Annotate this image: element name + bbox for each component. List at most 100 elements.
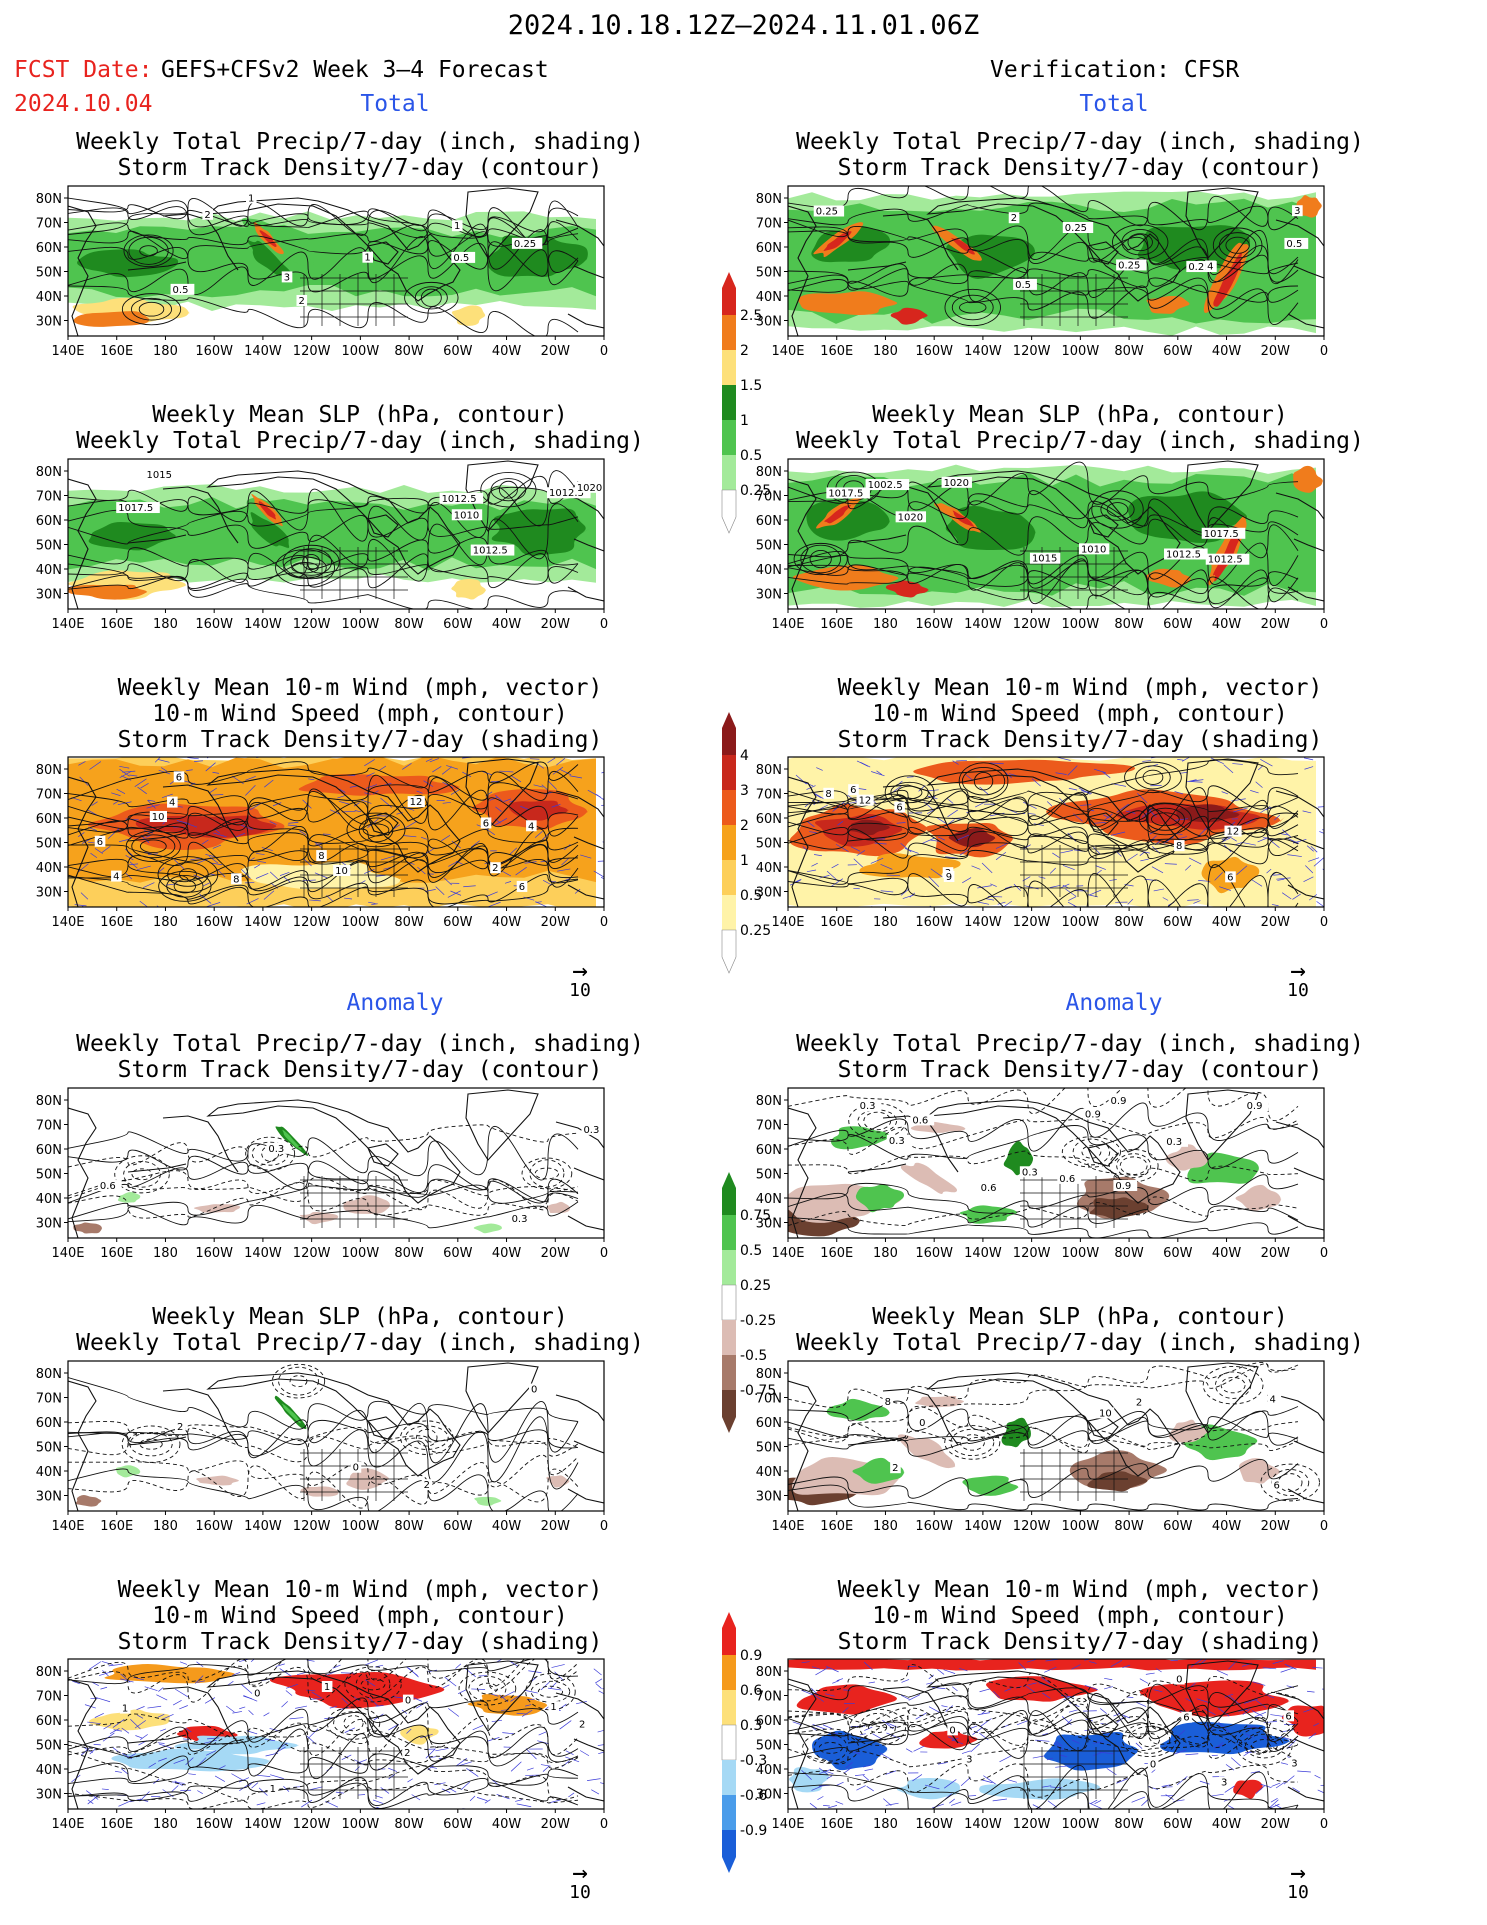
wind-vector	[843, 1767, 853, 1774]
wind-vector	[1176, 1776, 1188, 1786]
wind-vector	[830, 878, 844, 887]
contour-line	[788, 1116, 1299, 1155]
wind-vector	[1281, 892, 1292, 900]
wind-vector	[78, 761, 86, 766]
contour-ring	[1142, 769, 1164, 785]
lon-label: 160E	[100, 1246, 133, 1261]
wind-vector	[121, 1768, 129, 1775]
wind-vector	[879, 1752, 892, 1760]
contour-ring	[1277, 1473, 1303, 1492]
wind-vector	[811, 1785, 823, 1791]
lon-label: 140E	[771, 915, 804, 930]
wind-vector	[235, 832, 245, 838]
lat-label: 60N	[756, 241, 782, 256]
wind-vector	[1007, 1779, 1017, 1783]
wind-vector	[457, 1689, 467, 1694]
wind-vector	[597, 860, 604, 862]
wind-vector	[246, 898, 259, 905]
contour-label-bg	[857, 1100, 882, 1112]
wind-vector	[556, 758, 566, 766]
contour-label: 3	[1221, 1777, 1227, 1788]
contour-label-bg	[111, 870, 122, 882]
wind-vector	[550, 1682, 557, 1689]
wind-vector	[1126, 1696, 1134, 1698]
contour-label-bg	[548, 1701, 560, 1713]
lon-label: 160W	[915, 1246, 953, 1261]
contour-label: 0.9	[1111, 1096, 1127, 1107]
wind-vector	[1109, 879, 1117, 881]
wind-vector	[499, 770, 514, 773]
wind-vector	[1317, 1789, 1324, 1794]
contour-label: 1012.5	[473, 546, 508, 557]
contour-label: 1	[122, 1704, 128, 1715]
lon-label: 100W	[342, 1817, 380, 1832]
lon-label: 180	[873, 617, 898, 632]
contour-label: 1015	[147, 470, 172, 481]
wind-vector	[157, 1742, 165, 1744]
wind-vector	[1317, 806, 1324, 808]
contour-label-bg	[978, 1182, 1003, 1194]
wind-vector	[308, 778, 315, 781]
contour-line	[68, 1377, 579, 1430]
contour-label: 12	[410, 797, 423, 808]
lon-label: 40W	[492, 1246, 522, 1261]
contour-label: 12	[1226, 827, 1239, 838]
wind-vector	[299, 830, 307, 836]
wind-vector	[156, 1694, 168, 1701]
contour-line	[788, 516, 1299, 559]
wind-vector	[1316, 901, 1324, 907]
wind-vector	[1275, 1804, 1284, 1809]
wind-vector	[115, 1770, 122, 1773]
wind-vector	[354, 1766, 360, 1771]
colorbar-label: -0.6	[740, 1788, 767, 1804]
wind-vector	[1292, 893, 1301, 900]
wind-vector	[1095, 865, 1106, 870]
wind-vector	[325, 1800, 339, 1808]
wind-vector	[194, 1675, 204, 1684]
wind-vector	[909, 892, 916, 898]
wind-vector	[1016, 1720, 1028, 1726]
wind-vector	[137, 1714, 144, 1719]
lon-label: 60W	[1163, 1519, 1193, 1534]
coastline-alaska	[847, 213, 959, 271]
wind-vector	[186, 769, 193, 771]
wind-vector	[1313, 857, 1324, 867]
wind-vector	[977, 1712, 991, 1716]
contour-label-bg	[451, 251, 476, 263]
contour-line	[68, 1420, 579, 1449]
lon-label: 20W	[541, 1817, 571, 1832]
contour-line	[788, 268, 1299, 326]
wind-vector	[547, 1687, 562, 1691]
coastline-north-america	[206, 1670, 461, 1775]
shading-region	[1146, 295, 1192, 314]
wind-vector	[962, 877, 972, 884]
coastline-greenland	[465, 1362, 539, 1434]
lon-label: 40W	[1212, 1519, 1242, 1534]
wind-vector	[1046, 1757, 1053, 1761]
contour-ring	[158, 870, 212, 902]
contour-label-bg	[574, 481, 604, 493]
contour-ring	[863, 1111, 892, 1131]
lat-label: 80N	[36, 465, 62, 480]
lon-label: 60W	[1163, 344, 1193, 359]
wind-vector	[246, 1730, 258, 1735]
contour-label: 0.25	[1065, 223, 1087, 234]
wind-vector	[949, 1798, 955, 1804]
colorbar-label: 2	[740, 343, 749, 359]
coastline-asia	[788, 1107, 817, 1238]
wind-vector	[430, 1766, 437, 1769]
wind-vector	[815, 1667, 829, 1676]
contour-label-bg	[1116, 259, 1147, 271]
lat-label: 60N	[36, 241, 62, 256]
coastline-greenland	[1185, 187, 1259, 259]
wind-vector	[448, 860, 459, 867]
lon-label: 120W	[293, 1246, 331, 1261]
wind-vector	[1304, 757, 1314, 761]
lat-label: 50N	[756, 539, 782, 554]
contour-ring	[157, 856, 219, 893]
wind-vector	[1059, 1754, 1068, 1758]
wind-vector	[91, 801, 98, 806]
wind-vector	[1223, 764, 1234, 774]
wind-vector	[547, 757, 556, 764]
